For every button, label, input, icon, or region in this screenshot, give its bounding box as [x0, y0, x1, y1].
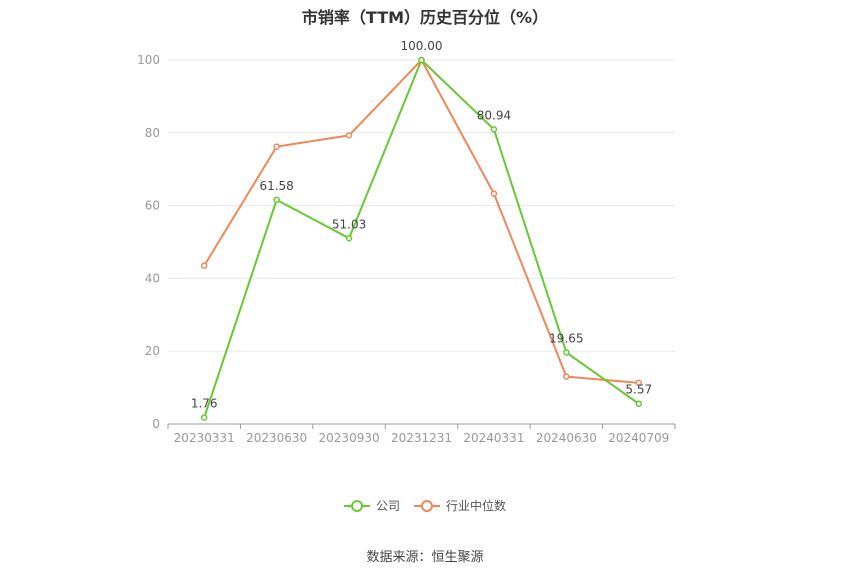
data-point-industry [200, 262, 208, 269]
legend-item-industry[interactable]: 行业中位数 [414, 497, 506, 514]
legend-company-label: 公司 [375, 499, 400, 513]
legend-industry-label: 行业中位数 [446, 499, 507, 513]
y-tick-label: 20 [145, 344, 160, 358]
source-note: 数据来源：恒生聚源 [366, 550, 484, 565]
data-point-company [490, 126, 498, 133]
data-label: 1.76 [191, 397, 218, 411]
y-tick-label: 40 [145, 271, 160, 285]
data-point-company [200, 414, 208, 421]
data-point-industry [345, 132, 353, 139]
data-label: 5.57 [625, 383, 652, 397]
legend-industry-marker-icon [414, 499, 440, 512]
data-label: 100.00 [401, 39, 443, 53]
chart-title: 市销率（TTM）历史百分位（%） [301, 8, 549, 27]
x-tick-label: 20230930 [319, 431, 380, 445]
series-line-company [203, 59, 640, 418]
x-tick-label: 20240331 [463, 431, 524, 445]
data-point-company [418, 56, 425, 64]
y-axis: 0 20 40 60 80 100 [137, 53, 160, 431]
x-tick-label: 20230331 [174, 431, 235, 445]
x-tick-label: 20230630 [246, 431, 307, 445]
legend-item-company[interactable]: 公司 [343, 497, 400, 514]
x-tick-label: 20240709 [608, 431, 669, 445]
data-point-company [563, 349, 570, 356]
legend-company-marker-icon [343, 499, 370, 512]
grid-lines [168, 59, 675, 352]
data-point-industry [273, 143, 280, 150]
legend: 公司 行业中位数 [0, 497, 850, 514]
y-tick-label: 0 [152, 417, 160, 431]
data-point-industry [563, 373, 570, 380]
y-tick-label: 100 [137, 53, 160, 67]
data-point-industry [635, 379, 643, 387]
data-label: 51.03 [332, 217, 366, 231]
data-point-industry [490, 190, 498, 197]
y-tick-label: 60 [145, 199, 160, 213]
data-point-company [635, 400, 643, 407]
x-tick-label: 20231231 [391, 431, 452, 445]
x-tick-label: 20240630 [536, 431, 597, 445]
data-label: 61.58 [259, 179, 293, 193]
y-tick-label: 80 [145, 126, 160, 140]
series-layer [200, 56, 643, 421]
data-label: 19.65 [549, 331, 583, 345]
data-label: 80.94 [477, 108, 511, 122]
x-axis: 20230331 20230630 20230930 20231231 20240331… [167, 423, 676, 445]
data-point-company [345, 235, 353, 242]
data-point-company [273, 196, 280, 204]
data-labels: 1.76 61.58 51.03 100.00 80.94 19.65 5.57 [191, 39, 652, 411]
